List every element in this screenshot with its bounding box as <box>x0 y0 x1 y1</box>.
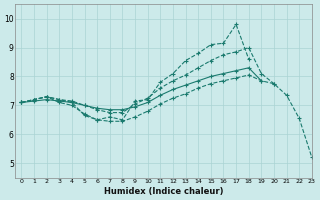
X-axis label: Humidex (Indice chaleur): Humidex (Indice chaleur) <box>104 187 223 196</box>
